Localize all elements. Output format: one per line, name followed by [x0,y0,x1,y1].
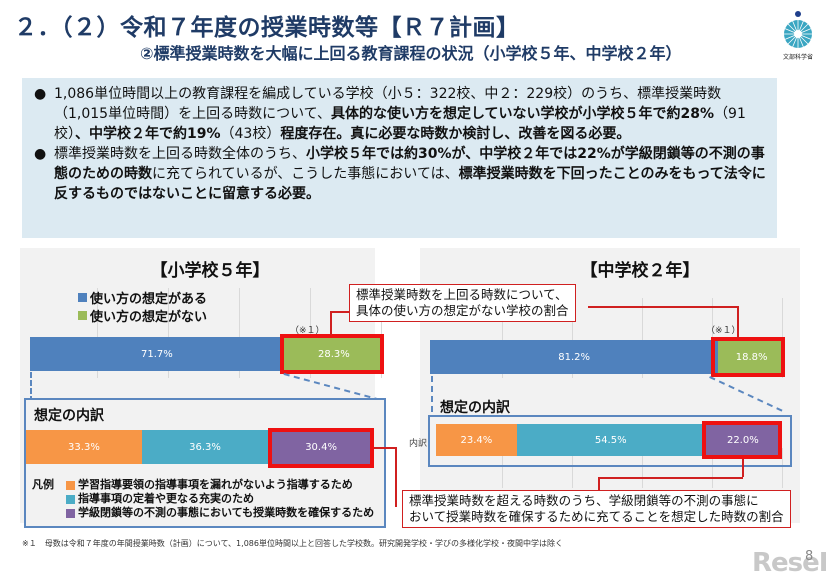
legend-swatch-teal [66,494,75,504]
legend-label: 使い方の想定がない [90,310,208,325]
junior-high-main-bar: 81.2% 18.8% [430,340,785,374]
breakdown-legend: 凡例 学習指導要領の指導事項を漏れがないよう指導するため 指導事項の定着や更なる… [32,478,374,520]
text-run-bold: 小学校５年では約30%が、中学校２年では22%が学級閉鎖等の不測の事態のための時… [54,146,765,182]
breakdown-row-label: 内訳 [409,439,428,449]
page-number: 8 [805,549,814,564]
gridline [502,298,503,378]
page-subtitle: ②標準授業時数を大幅に上回る教育課程の状況（小学校５年、中学校２年） [140,44,682,63]
callout-no-plan-ratio: 標準授業時数を上回る時数について、 具体の使い方の想定がない学校の割合 [349,284,576,322]
zoom-dashed-line [431,376,433,412]
legend-swatch-green [78,311,87,320]
gridline [642,448,643,488]
callout-connector [395,447,397,507]
watermark-logo: ReseEd [752,548,826,578]
bar-segment-no-plan: 18.8% [718,340,785,374]
bar-segment-reinforcement: 36.3% [141,430,269,464]
bullet-text: 標準授業時数を上回る時数全体のうち、小学校５年では約30%が、中学校２年では22… [54,144,767,204]
bar-segment-curriculum: 33.3% [26,430,142,464]
callout-line: 標準授業時数を上回る時数について、 [356,287,568,302]
breakdown-title: 想定の内訳 [34,408,104,424]
gridline [712,448,713,488]
breakdown-title: 想定の内訳 [440,400,510,416]
gridline [572,298,573,378]
junior-high-panel-title: 【中学校２年】 [580,261,700,281]
bar-segment-has-plan: 71.7% [30,337,284,371]
callout-connector [330,311,350,313]
gridline [310,288,311,378]
callout-connector [742,459,744,477]
bar-segment-contingency: 30.4% [268,430,374,464]
gridline [97,288,98,378]
text-run: （91校） [54,106,746,142]
elementary-main-bar: 71.7% 28.3% [30,337,384,371]
bar-segment-has-plan: 81.2% [430,340,719,374]
text-run: 標準授業時数を上回る時数全体のうち、 [54,146,306,162]
legend-swatch-orange [66,480,75,490]
logo-label: 文部科学省 [782,54,813,61]
mext-emblem-icon [784,11,812,48]
text-run-bold: 標準授業時数を下回ったことのみをもって法令に反するものではないことに留意する必要… [54,166,766,202]
gridline [572,448,573,488]
legend-row: 指導事項の定着や更なる充実のため [32,492,374,506]
elementary-panel-title: 【小学校５年】 [150,261,270,281]
callout-connector [588,306,738,308]
bar-segment-no-plan: 28.3% [283,337,384,371]
highlight-frame [702,421,782,459]
legend-label: 学習指導要領の指導事項を漏れがないよう指導するため [78,478,353,491]
text-run: （43校） [220,126,281,142]
mext-logo: 文部科学省 [780,8,816,62]
text-run: に充てられているが、こうした事態においては、 [152,166,459,182]
summary-bullet: ● 1,086単位時間以上の教育課程を編成している学校（小５：322校、中２：2… [32,84,767,144]
callout-line: 標準授業時数を超える時数のうち、学級閉鎖等の不測の事態に [409,493,759,508]
text-run-bold: 程度存在。真に必要な時数か検討し、改善を図る必要。 [280,126,631,142]
text-run-bold: 具体的な使い方を想定していない学校が小学校５年で約28% [330,106,715,122]
callout-connector [374,447,396,449]
footnote: ※１ 母数は令和７年度の年間授業時数（計画）について、1,086単位時間以上と回… [22,539,563,548]
callout-contingency-ratio: 標準授業時数を超える時数のうち、学級閉鎖等の不測の事態に おいて授業時数を確保す… [402,490,791,528]
junior-high-breakdown-box [428,415,792,467]
junior-high-breakdown-bar: 23.4% 54.5% 22.0% [436,424,781,456]
gridline [381,288,382,378]
legend-swatch-blue [78,293,87,302]
bullet-icon: ● [34,86,47,102]
summary-bullet: ● 標準授業時数を上回る時数全体のうち、小学校５年では約30%が、中学校２年では… [32,144,767,204]
bullet-text: 1,086単位時間以上の教育課程を編成している学校（小５：322校、中２：229… [54,84,767,144]
text-run-bold: 、中学校２年で約19% [75,126,221,142]
legend-row: 凡例 学習指導要領の指導事項を漏れがないよう指導するため [32,478,374,492]
callout-connector [598,477,743,479]
callout-connector [737,306,739,338]
legend-item-no-plan: 使い方の想定がない [78,306,207,325]
bullet-icon: ● [34,146,47,162]
legend-item-has-plan: 使い方の想定がある [78,288,207,307]
elementary-breakdown-bar: 33.3% 36.3% 30.4% [26,430,374,464]
bar-segment-contingency: 22.0% [704,424,781,456]
gridline [782,448,783,488]
text-run: 1,086単位時間以上の教育課程を編成している学校（小５：322校、中２：229… [54,86,722,122]
highlight-frame [268,428,374,468]
page-title: ２．（２）令和７年度の授業時数等【Ｒ７計画】 [14,15,520,41]
bar-segment-reinforcement: 54.5% [516,424,705,456]
callout-line: 具体の使い方の想定がない学校の割合 [356,303,569,318]
bar-segment-curriculum: 23.4% [436,424,517,456]
highlight-frame [280,334,384,374]
callout-connector [330,311,332,335]
legend-label: 使い方の想定がある [90,292,208,307]
gridline [239,288,240,378]
callout-connector [598,477,600,490]
gridline [642,298,643,378]
highlight-frame [711,337,785,377]
legend-title: 凡例 [32,478,54,491]
zoom-dashed-line [30,372,32,402]
footnote-marker: （※１） [290,326,325,336]
legend-row: 学級閉鎖等の不測の事態においても授業時数を確保するため [32,506,374,520]
legend-swatch-purple [66,508,75,518]
legend-label: 学級閉鎖等の不測の事態においても授業時数を確保するため [78,506,375,519]
callout-line: おいて授業時数を確保するために充てることを想定した時数の割合 [409,509,784,524]
summary-box: ● 1,086単位時間以上の教育課程を編成している学校（小５：322校、中２：2… [22,78,777,238]
footnote-marker: （※１） [706,326,741,336]
legend-label: 指導事項の定着や更なる充実のため [78,492,254,505]
gridline [168,288,169,378]
gridline [502,448,503,488]
